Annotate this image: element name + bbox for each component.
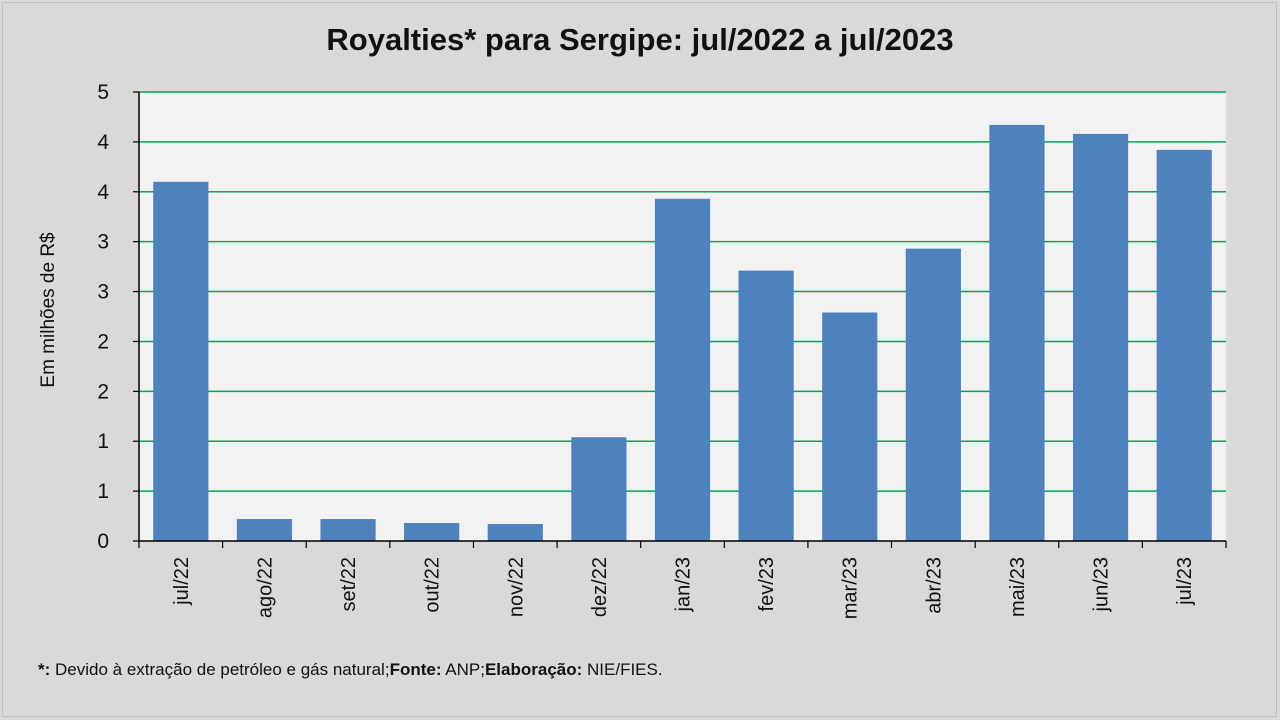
y-tick-label: 2	[97, 380, 109, 403]
bar	[571, 437, 627, 541]
bar	[989, 124, 1045, 541]
footnote-star-label: *:	[38, 660, 51, 679]
x-tick-label: set/22	[338, 557, 360, 611]
y-tick-label: 0	[97, 530, 109, 553]
y-tick-labels: 0 1 1 2 2 3 3 4 4 5	[97, 81, 109, 553]
x-tick-label: out/22	[422, 557, 444, 613]
y-tick-label: 2	[97, 330, 109, 353]
bar	[320, 519, 376, 541]
bars	[153, 124, 1212, 542]
bar	[1156, 149, 1212, 542]
x-tick-labels: jul/22 ago/22 set/22 out/22 nov/22 dez/22 jan/…	[171, 557, 1196, 619]
bar	[153, 181, 209, 542]
axes	[138, 92, 1227, 548]
footnote-star-text: Devido à extração de petróleo e gás natu…	[50, 660, 390, 679]
y-tick-label: 1	[97, 480, 109, 503]
bar	[654, 198, 711, 542]
bar	[738, 270, 794, 541]
y-tick-label: 3	[97, 281, 109, 304]
x-tick-label: abr/23	[923, 557, 945, 614]
bar	[1072, 133, 1129, 541]
footnote: *: Devido à extração de petróleo e gás n…	[38, 660, 663, 680]
x-tick-label: ago/22	[254, 557, 276, 618]
footnote-credit-text: NIE/FIES.	[582, 660, 663, 679]
footnote-source-label: Fonte:	[389, 660, 442, 679]
footnote-credit-label: Elaboração:	[484, 660, 583, 679]
bar	[404, 523, 460, 541]
y-tick-label: 1	[97, 430, 109, 453]
x-tick-label: jul/22	[171, 557, 193, 606]
y-axis-label: Em milhões de R$	[38, 232, 59, 388]
x-tick-label: mai/23	[1007, 557, 1029, 617]
x-tick-label: jul/23	[1174, 557, 1196, 606]
bar	[487, 524, 543, 541]
x-tick-label: jun/23	[1091, 557, 1113, 613]
y-tick-label: 4	[97, 131, 109, 154]
bar	[236, 519, 293, 541]
x-tick-label: jan/23	[673, 557, 695, 613]
x-tick-label: fev/23	[756, 557, 778, 611]
y-tick-label: 3	[97, 231, 109, 254]
y-tick-label: 5	[97, 81, 109, 104]
x-tick-label: mar/23	[840, 557, 862, 619]
chart-title: Royalties* para Sergipe: jul/2022 a jul/…	[326, 22, 954, 57]
bar	[822, 312, 878, 541]
x-tick-label: dez/22	[589, 557, 611, 617]
y-tick-label: 4	[97, 181, 109, 204]
footnote-source-text: ANP;	[441, 660, 485, 679]
bar	[905, 248, 961, 541]
x-tick-label: nov/22	[505, 557, 527, 617]
